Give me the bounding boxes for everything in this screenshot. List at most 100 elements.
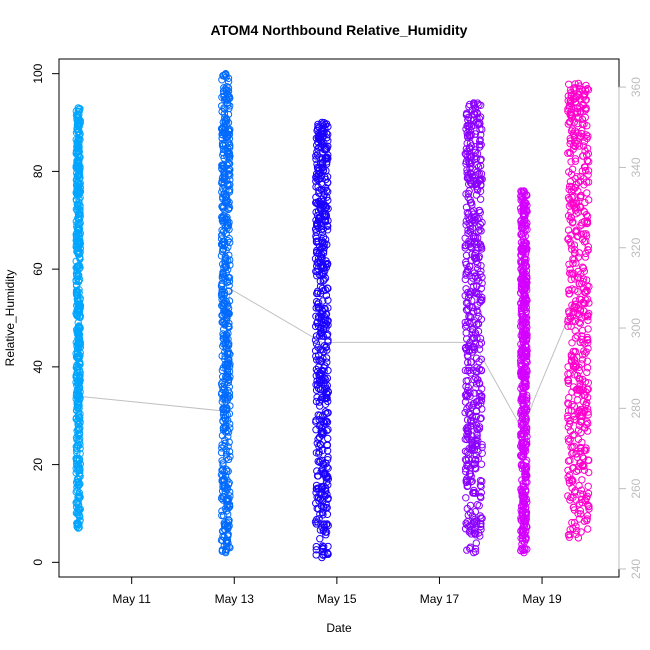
data-point [72,205,81,213]
data-point [582,420,590,429]
data-point [320,520,328,528]
points-layer [72,70,593,562]
data-point [223,396,232,404]
data-point [224,87,233,95]
data-point [522,503,530,511]
data-point [521,198,530,207]
data-point [466,392,474,400]
data-point [520,329,528,337]
data-point [318,159,326,167]
data-point [465,366,473,375]
data-point [321,416,329,425]
data-point [567,356,576,364]
data-point [583,282,591,290]
data-point [577,510,585,518]
data-point [322,410,330,418]
data-point [578,221,586,229]
data-point [517,204,525,213]
data-point [470,99,478,107]
data-point [317,502,326,510]
data-point [312,237,321,246]
data-point [74,424,83,432]
data-point [461,275,469,284]
data-point [226,171,234,179]
data-point [312,542,320,551]
data-point [579,152,587,160]
data-point [564,363,572,371]
data-point [570,118,578,126]
data-point [521,216,529,225]
data-point [566,526,574,534]
data-point [318,118,326,127]
data-point [222,548,230,557]
y2-axis: 240 260 280 300 320 340 360 [618,77,643,579]
data-point [218,161,227,169]
data-point [221,348,229,356]
data-point [462,425,470,433]
data-point [322,120,331,128]
data-point [583,515,591,523]
data-point [75,494,83,502]
data-point [224,132,232,141]
data-point [317,263,326,272]
data-point [464,173,472,182]
data-point [315,442,323,450]
data-point [225,389,234,397]
data-point [217,125,226,133]
data-point [225,503,234,511]
data-point [221,207,229,215]
data-point [462,160,470,168]
data-point [564,407,573,415]
data-point [322,167,330,175]
data-point [315,448,323,456]
data-point [585,158,593,166]
data-point [584,456,592,464]
data-point [74,189,83,198]
data-point [572,496,580,504]
data-point [72,176,81,184]
data-point [312,322,320,331]
data-point [573,389,581,398]
data-point [568,285,576,293]
y-axis-label: Relative_Humidity [3,270,17,367]
data-point [567,97,575,105]
data-point [223,278,232,286]
data-point [465,180,473,189]
data-point [226,261,234,269]
data-point [219,481,227,489]
data-point [566,530,574,539]
data-point [470,207,478,215]
data-point [574,79,583,88]
data-point [522,535,530,543]
data-point [478,443,486,451]
data-point [74,338,83,346]
data-point [467,358,475,366]
y-tick-label: 100 [31,63,45,83]
data-point [576,108,585,116]
data-point [312,386,321,394]
series-3 [311,118,332,562]
data-point [584,316,592,325]
data-point [576,447,584,456]
data-point [75,512,83,520]
data-point [224,265,232,274]
data-point [222,373,230,381]
data-point [474,376,482,384]
data-point [574,253,582,261]
data-point [220,240,229,249]
data-point [473,161,481,169]
data-point [219,334,227,343]
data-point [472,384,480,392]
data-point [565,148,574,157]
data-point [476,119,484,128]
data-point [319,297,327,305]
y2-tick-label: 320 [629,237,643,257]
data-point [571,327,579,335]
data-point [582,494,591,502]
data-point [477,414,485,422]
data-point [517,357,525,365]
data-point [571,157,580,165]
data-point [461,150,469,158]
data-point [467,256,476,265]
data-point [518,322,527,330]
